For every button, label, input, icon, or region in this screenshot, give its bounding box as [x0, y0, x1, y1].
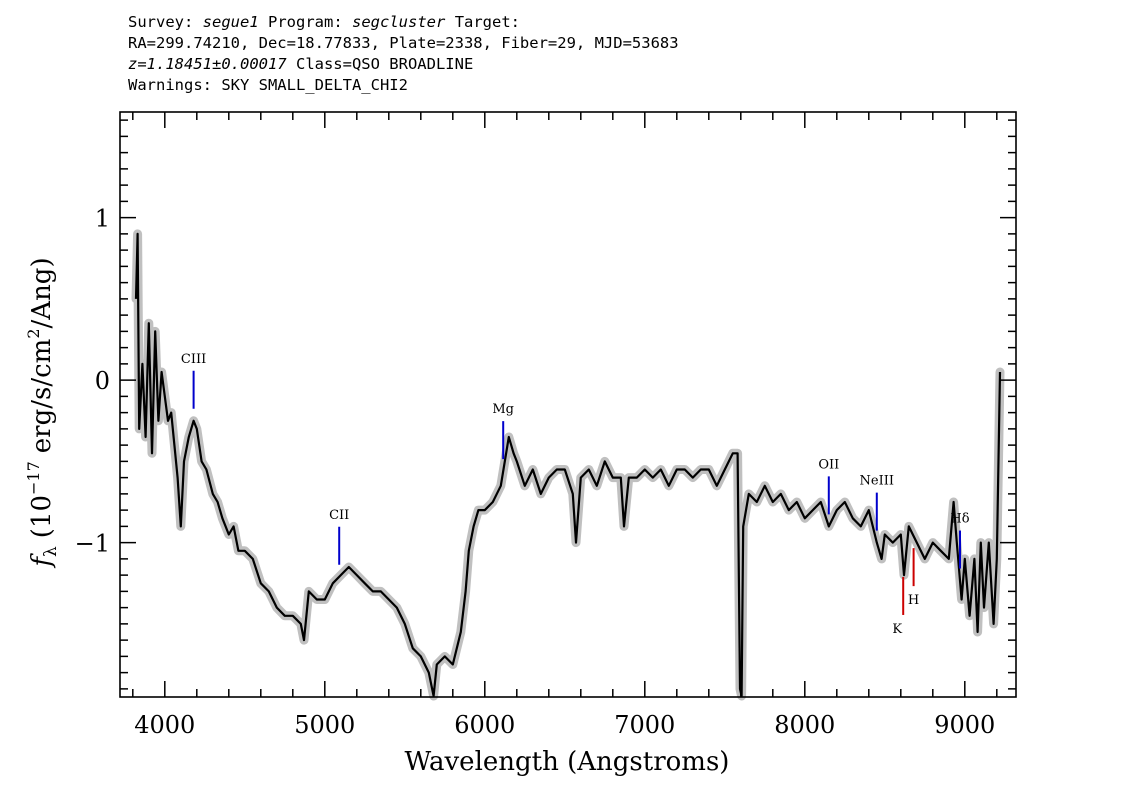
spectrum-series — [134, 232, 1002, 698]
x-tick-labels: 4000 5000 6000 7000 8000 9000 — [134, 711, 995, 739]
line-marker: Hδ — [950, 512, 970, 569]
error-band-path — [131, 229, 1005, 701]
plot-frame — [119, 111, 1017, 698]
axis-ticks — [120, 112, 1016, 697]
program-value: segcluster — [352, 13, 446, 31]
line-marker: NeIII — [860, 474, 894, 531]
line-marker-label: K — [892, 622, 902, 637]
line-marker: CII — [329, 508, 349, 565]
header-coordinates-line: RA=299.74210, Dec=18.77833, Plate=2338, … — [128, 34, 679, 52]
line-marker-label: CIII — [181, 352, 206, 367]
line-marker: Mg — [492, 402, 514, 460]
y-axis-label: fλ(10−17erg/s/cm2/Ang) — [24, 257, 61, 568]
y-tick-label: 0 — [95, 367, 110, 395]
x-tick-label: 9000 — [934, 711, 995, 739]
y-tick-label: −1 — [75, 530, 110, 558]
x-tick-label: 7000 — [614, 711, 675, 739]
header-survey-line: Survey: segue1 Program: segcluster Targe… — [128, 12, 1028, 33]
spectrum-header: Survey: segue1 Program: segcluster Targe… — [128, 12, 1028, 96]
program-label: Program: — [268, 13, 343, 31]
error-band — [131, 229, 1005, 701]
y-tick-label: 1 — [95, 205, 110, 233]
survey-label: Survey: — [128, 13, 194, 31]
spectrum-line — [134, 232, 1002, 698]
line-marker-label: Hδ — [950, 512, 969, 527]
y-tick-labels: 1 0 −1 — [75, 205, 110, 558]
x-axis-label: Wavelength (Angstroms) — [405, 747, 730, 777]
x-tick-label: 8000 — [774, 711, 835, 739]
line-marker: K — [892, 576, 905, 637]
line-marker: CIII — [181, 352, 206, 409]
header-warnings-line: Warnings: SKY SMALL_DELTA_CHI2 — [128, 76, 408, 94]
spectral-line-markers: CIII CII Mg OII NeIII Hδ KH — [181, 352, 970, 637]
redshift-value: z=1.18451±0.00017 — [128, 55, 287, 73]
line-marker-label: OII — [818, 457, 839, 472]
target-label: Target: — [454, 13, 521, 31]
x-tick-label: 4000 — [134, 711, 195, 739]
line-marker-label: Mg — [492, 402, 514, 417]
class-value: Class=QSO BROADLINE — [295, 55, 474, 73]
line-marker: H — [908, 548, 919, 608]
line-marker-label: H — [908, 593, 919, 608]
x-tick-label: 5000 — [294, 711, 355, 739]
line-marker-label: CII — [329, 508, 349, 523]
survey-value: segue1 — [202, 13, 259, 31]
line-marker-label: NeIII — [860, 474, 894, 489]
header-redshift-line: z=1.18451±0.00017 Class=QSO BROADLINE — [128, 54, 1028, 75]
line-marker: OII — [818, 457, 839, 515]
x-tick-label: 6000 — [454, 711, 515, 739]
